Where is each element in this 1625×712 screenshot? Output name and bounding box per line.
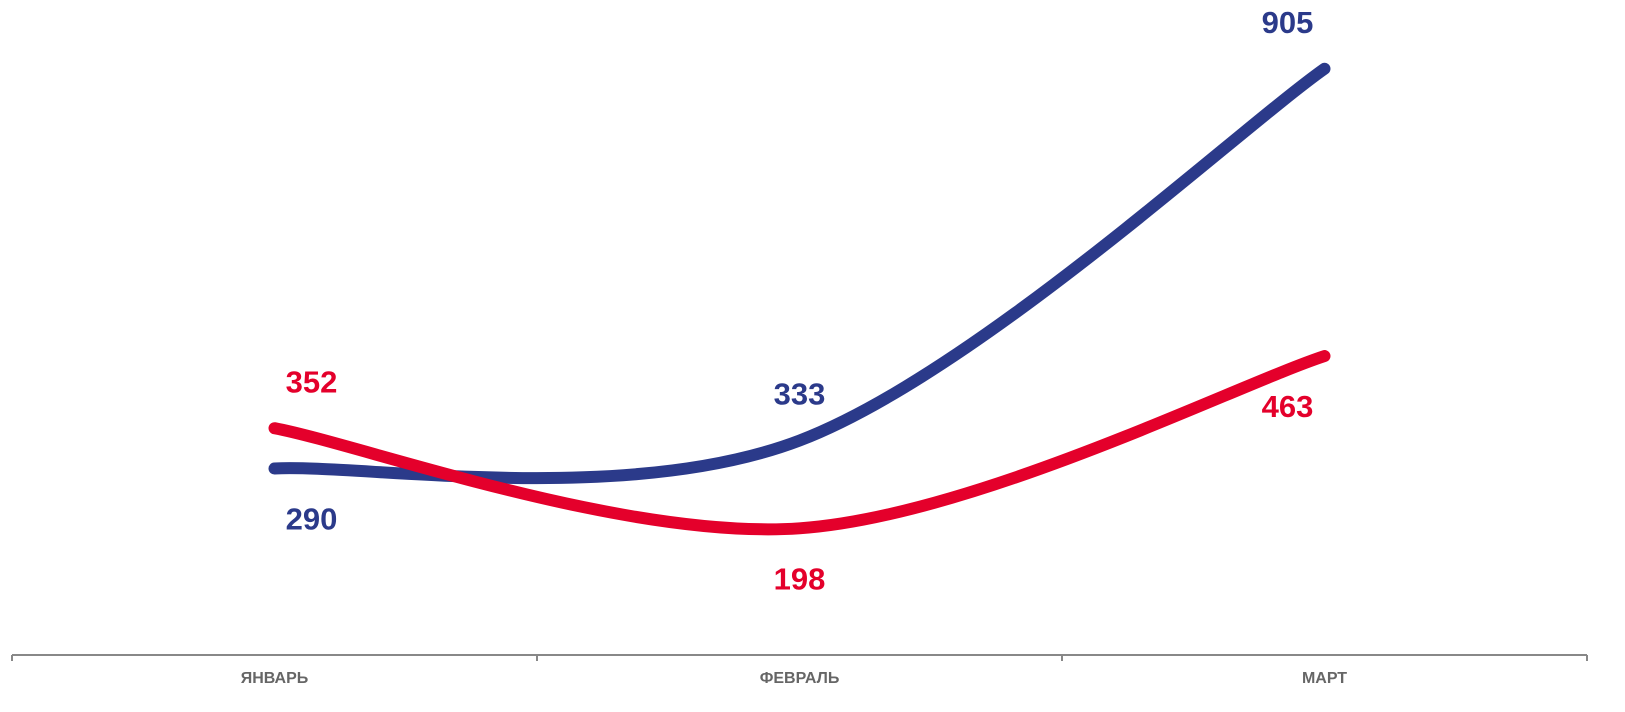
line-series: [268, 350, 1331, 536]
data-label: 352: [286, 364, 338, 399]
data-label: 333: [774, 377, 826, 412]
data-label: 290: [286, 502, 338, 537]
data-label: 198: [774, 561, 826, 596]
data-label: 463: [1262, 389, 1314, 424]
x-tick-label: ЯНВАРЬ: [241, 670, 309, 687]
x-tick-label: ФЕВРАЛЬ: [760, 670, 840, 687]
line-series: [268, 62, 1331, 485]
data-label: 905: [1262, 5, 1314, 40]
x-tick-label: МАРТ: [1302, 670, 1347, 687]
